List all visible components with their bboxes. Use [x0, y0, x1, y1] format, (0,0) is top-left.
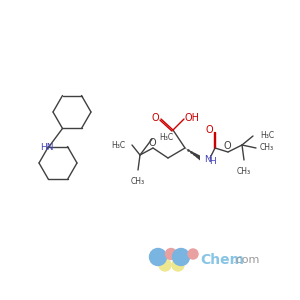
- Text: N: N: [204, 155, 211, 164]
- Text: HN: HN: [40, 142, 53, 152]
- Circle shape: [159, 259, 171, 271]
- Circle shape: [166, 248, 176, 260]
- Text: O: O: [151, 113, 159, 123]
- Text: Chem: Chem: [200, 253, 244, 267]
- Circle shape: [188, 249, 198, 259]
- Circle shape: [149, 248, 167, 266]
- Circle shape: [172, 259, 184, 271]
- Text: H: H: [209, 158, 216, 166]
- Text: H₃C: H₃C: [260, 130, 274, 140]
- Text: OH: OH: [184, 113, 200, 123]
- Text: H₃C: H₃C: [159, 133, 173, 142]
- Text: O: O: [148, 138, 156, 148]
- Text: CH₃: CH₃: [237, 167, 251, 176]
- Text: O: O: [205, 125, 213, 135]
- Text: O: O: [223, 141, 231, 151]
- Text: CH₃: CH₃: [131, 177, 145, 186]
- Text: CH₃: CH₃: [260, 143, 274, 152]
- Text: .com: .com: [233, 255, 260, 265]
- Circle shape: [172, 248, 190, 266]
- Polygon shape: [185, 148, 200, 161]
- Text: H₃C: H₃C: [111, 140, 125, 149]
